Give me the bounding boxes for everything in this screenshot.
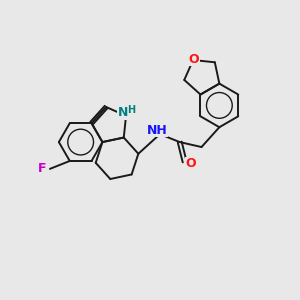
Text: H: H	[127, 105, 135, 115]
Text: N: N	[118, 106, 128, 119]
Text: NH: NH	[147, 124, 167, 137]
Text: F: F	[38, 162, 46, 176]
Text: O: O	[185, 158, 196, 170]
Text: O: O	[189, 52, 200, 65]
